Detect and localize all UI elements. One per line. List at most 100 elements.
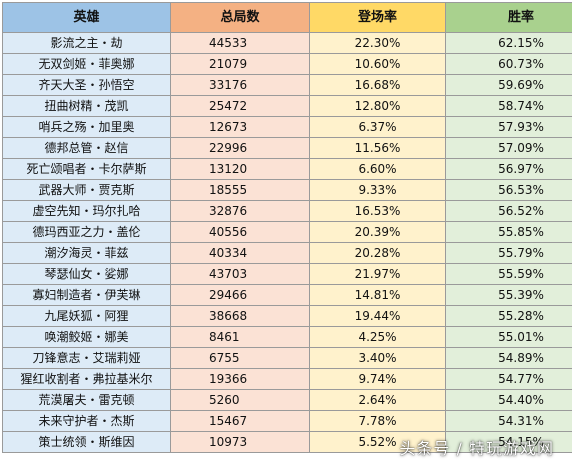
column-header-hero: 英雄 [2, 2, 171, 33]
hero-name-cell: 齐天大圣・孙悟空 [2, 74, 171, 96]
hero-name-cell: 德邦总管・赵信 [2, 137, 171, 159]
table-row: 扭曲树精・茂凯 25472 12.80% 58.74% [2, 95, 572, 117]
pick-rate-cell: 16.68% [309, 74, 446, 96]
total-games-cell: 5260 [170, 389, 310, 411]
hero-name-cell: 武器大师・贾克斯 [2, 179, 171, 201]
win-rate-cell: 55.59% [445, 263, 572, 285]
table-header: 英雄 总局数 登场率 胜率 [2, 2, 572, 33]
pick-rate-cell: 7.78% [309, 410, 446, 432]
total-games-cell: 38668 [170, 305, 310, 327]
column-header-win-rate: 胜率 [445, 2, 572, 33]
table-row: 德邦总管・赵信 22996 11.56% 57.09% [2, 137, 572, 159]
total-games-cell: 22996 [170, 137, 310, 159]
pick-rate-cell: 21.97% [309, 263, 446, 285]
hero-name-cell: 荒漠屠夫・雷克顿 [2, 389, 171, 411]
table-row: 武器大师・贾克斯 18555 9.33% 56.53% [2, 179, 572, 201]
total-games-cell: 29466 [170, 284, 310, 306]
hero-name-cell: 无双剑姬・菲奥娜 [2, 53, 171, 75]
pick-rate-cell: 2.64% [309, 389, 446, 411]
win-rate-cell: 54.31% [445, 410, 572, 432]
table-row: 琴瑟仙女・娑娜 43703 21.97% 55.59% [2, 263, 572, 285]
win-rate-cell: 54.89% [445, 347, 572, 369]
total-games-cell: 21079 [170, 53, 310, 75]
total-games-cell: 15467 [170, 410, 310, 432]
total-games-cell: 25472 [170, 95, 310, 117]
table-row: 影流之主・劫 44533 22.30% 62.15% [2, 32, 572, 54]
pick-rate-cell: 3.40% [309, 347, 446, 369]
table-row: 荒漠屠夫・雷克顿 5260 2.64% 54.40% [2, 389, 572, 411]
table-row: 寡妇制造者・伊芙琳 29466 14.81% 55.39% [2, 284, 572, 306]
hero-name-cell: 虚空先知・玛尔扎哈 [2, 200, 171, 222]
total-games-cell: 12673 [170, 116, 310, 138]
table-row: 死亡颂唱者・卡尔萨斯 13120 6.60% 56.97% [2, 158, 572, 180]
win-rate-cell: 59.69% [445, 74, 572, 96]
hero-name-cell: 死亡颂唱者・卡尔萨斯 [2, 158, 171, 180]
pick-rate-cell: 6.37% [309, 116, 446, 138]
total-games-cell: 19366 [170, 368, 310, 390]
pick-rate-cell: 19.44% [309, 305, 446, 327]
hero-name-cell: 策士统领・斯维因 [2, 431, 171, 453]
table-row: 潮汐海灵・菲兹 40334 20.28% 55.79% [2, 242, 572, 264]
total-games-cell: 6755 [170, 347, 310, 369]
hero-name-cell: 猩红收割者・弗拉基米尔 [2, 368, 171, 390]
pick-rate-cell: 14.81% [309, 284, 446, 306]
table-row: 策士统领・斯维因 10973 5.52% 54.15% [2, 431, 572, 453]
win-rate-cell: 54.77% [445, 368, 572, 390]
hero-name-cell: 未来守护者・杰斯 [2, 410, 171, 432]
hero-stats-table: 英雄 总局数 登场率 胜率 影流之主・劫 44533 22.30% 62.15% 无双剑… [2, 2, 572, 453]
win-rate-cell: 54.40% [445, 389, 572, 411]
hero-name-cell: 扭曲树精・茂凯 [2, 95, 171, 117]
win-rate-cell: 55.01% [445, 326, 572, 348]
table-row: 猩红收割者・弗拉基米尔 19366 9.74% 54.77% [2, 368, 572, 390]
total-games-cell: 40556 [170, 221, 310, 243]
hero-name-cell: 影流之主・劫 [2, 32, 171, 54]
win-rate-cell: 57.93% [445, 116, 572, 138]
watermark-text: 头条号 / 特玩游戏网 [399, 439, 554, 458]
hero-name-cell: 刀锋意志・艾瑞莉娅 [2, 347, 171, 369]
win-rate-cell: 56.53% [445, 179, 572, 201]
win-rate-cell: 56.52% [445, 200, 572, 222]
header-row: 英雄 总局数 登场率 胜率 [2, 2, 572, 33]
table-row: 未来守护者・杰斯 15467 7.78% 54.31% [2, 410, 572, 432]
pick-rate-cell: 9.74% [309, 368, 446, 390]
table-row: 唤潮鲛姬・娜美 8461 4.25% 55.01% [2, 326, 572, 348]
table-body: 影流之主・劫 44533 22.30% 62.15% 无双剑姬・菲奥娜 21079 10.6… [2, 32, 572, 453]
table-row: 哨兵之殇・加里奥 12673 6.37% 57.93% [2, 116, 572, 138]
pick-rate-cell: 11.56% [309, 137, 446, 159]
pick-rate-cell: 9.33% [309, 179, 446, 201]
total-games-cell: 44533 [170, 32, 310, 54]
pick-rate-cell: 12.80% [309, 95, 446, 117]
table-row: 虚空先知・玛尔扎哈 32876 16.53% 56.52% [2, 200, 572, 222]
hero-name-cell: 哨兵之殇・加里奥 [2, 116, 171, 138]
hero-name-cell: 九尾妖狐・阿狸 [2, 305, 171, 327]
table-row: 无双剑姬・菲奥娜 21079 10.60% 60.73% [2, 53, 572, 75]
hero-name-cell: 寡妇制造者・伊芙琳 [2, 284, 171, 306]
win-rate-cell: 55.85% [445, 221, 572, 243]
pick-rate-cell: 20.39% [309, 221, 446, 243]
total-games-cell: 32876 [170, 200, 310, 222]
win-rate-cell: 55.39% [445, 284, 572, 306]
hero-name-cell: 德玛西亚之力・盖伦 [2, 221, 171, 243]
total-games-cell: 13120 [170, 158, 310, 180]
hero-name-cell: 潮汐海灵・菲兹 [2, 242, 171, 264]
pick-rate-cell: 4.25% [309, 326, 446, 348]
table-row: 德玛西亚之力・盖伦 40556 20.39% 55.85% [2, 221, 572, 243]
total-games-cell: 8461 [170, 326, 310, 348]
win-rate-cell: 58.74% [445, 95, 572, 117]
total-games-cell: 43703 [170, 263, 310, 285]
hero-name-cell: 琴瑟仙女・娑娜 [2, 263, 171, 285]
pick-rate-cell: 10.60% [309, 53, 446, 75]
total-games-cell: 10973 [170, 431, 310, 453]
pick-rate-cell: 5.52% [309, 431, 446, 453]
column-header-pick-rate: 登场率 [309, 2, 446, 33]
column-header-total-games: 总局数 [170, 2, 310, 33]
win-rate-cell: 54.15% [445, 431, 572, 453]
win-rate-cell: 56.97% [445, 158, 572, 180]
table-row: 九尾妖狐・阿狸 38668 19.44% 55.28% [2, 305, 572, 327]
pick-rate-cell: 16.53% [309, 200, 446, 222]
win-rate-cell: 55.28% [445, 305, 572, 327]
total-games-cell: 18555 [170, 179, 310, 201]
win-rate-cell: 55.79% [445, 242, 572, 264]
win-rate-cell: 57.09% [445, 137, 572, 159]
